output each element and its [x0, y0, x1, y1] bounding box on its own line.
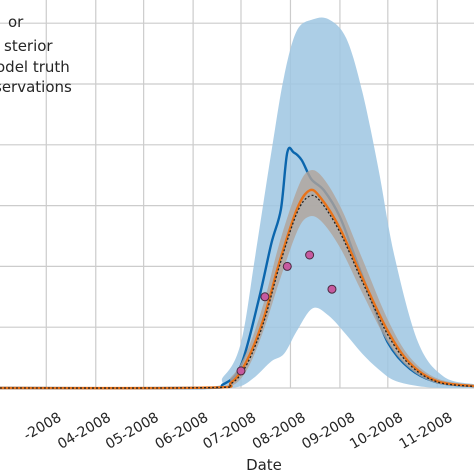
model-truth-line [0, 194, 474, 389]
x-tick-label: 06-2008 [152, 410, 211, 453]
plot-area [0, 17, 474, 390]
x-tick-label: 04-2008 [55, 410, 114, 453]
x-tick-label: 11-2008 [397, 410, 456, 453]
x-tick-label: 05-2008 [103, 410, 162, 453]
x-axis-title: Date [246, 456, 282, 474]
x-tick-label: 10-2008 [347, 410, 406, 453]
x-tick-label: 07-2008 [200, 410, 259, 453]
legend-label: sterior [4, 37, 53, 55]
legend-label: servations [0, 78, 72, 96]
legend: or sterior odel truth servations [0, 13, 72, 96]
observation-point [305, 250, 315, 260]
x-tick-label: 09-2008 [299, 410, 358, 453]
observation-point [260, 292, 270, 302]
observation-point [327, 284, 337, 294]
x-tick-labels: -200804-200805-200806-200807-200808-2008… [21, 410, 455, 453]
observation-point [236, 366, 246, 376]
x-tick-label: 08-2008 [250, 410, 309, 453]
legend-label: or [8, 13, 24, 31]
legend-label: odel truth [0, 58, 70, 76]
prior-band [0, 17, 474, 389]
observation-point [282, 261, 292, 271]
